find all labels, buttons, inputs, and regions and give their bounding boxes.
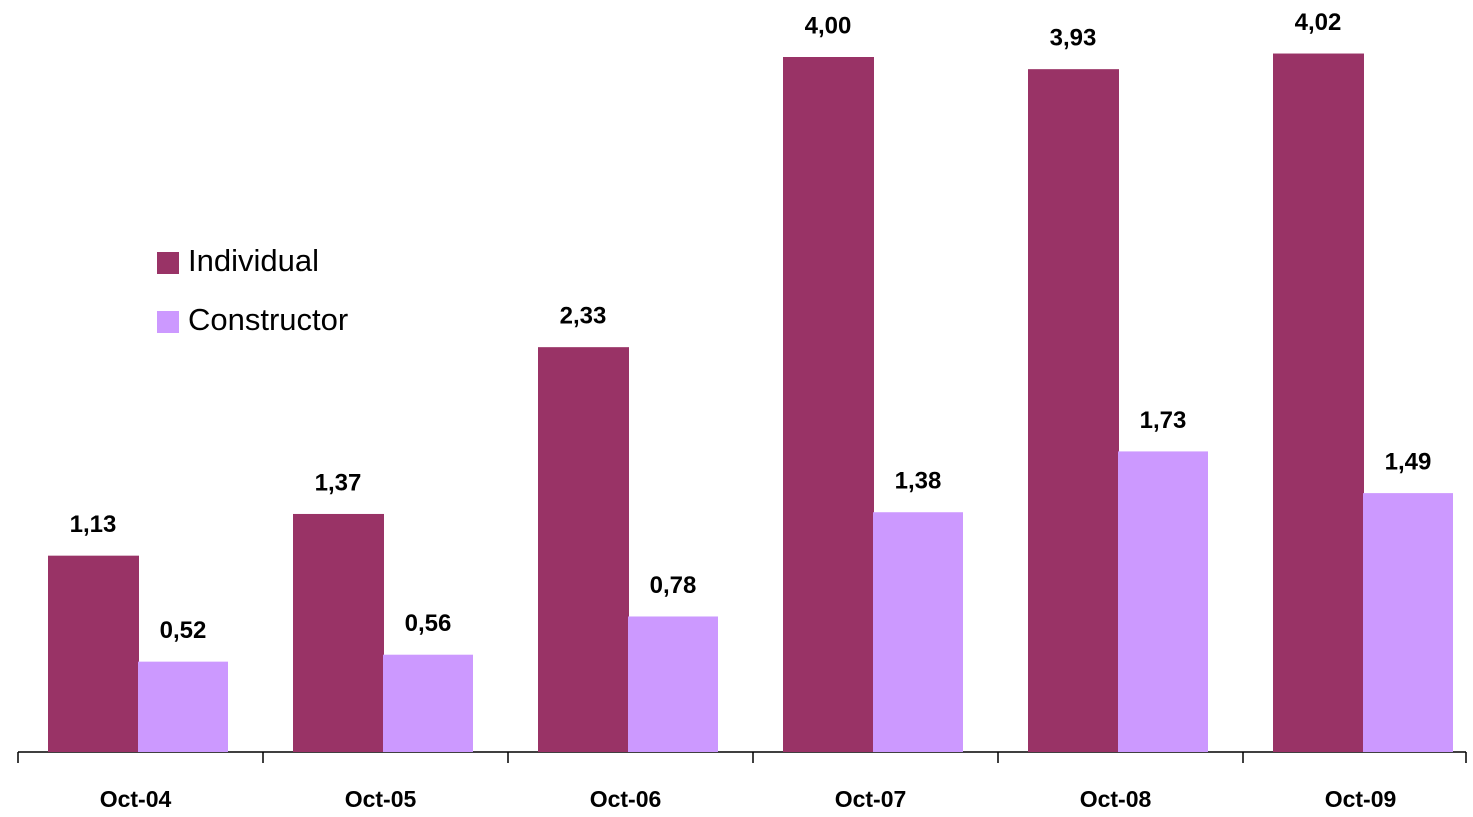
value-label: 0,56	[405, 610, 452, 637]
x-tick-label: Oct-08	[1080, 786, 1152, 812]
value-label: 4,02	[1295, 9, 1342, 36]
bar	[1118, 451, 1208, 752]
legend-swatch	[157, 252, 179, 274]
value-label: 3,93	[1050, 25, 1097, 52]
x-tick-label: Oct-09	[1325, 786, 1397, 812]
bar	[293, 513, 384, 752]
bar	[628, 616, 718, 752]
x-tick-label: Oct-07	[835, 786, 907, 812]
legend-label: Constructor	[188, 302, 348, 337]
value-label: 1,37	[315, 469, 362, 496]
value-label: 1,38	[895, 468, 942, 495]
bar	[1028, 69, 1119, 753]
bar	[1273, 53, 1364, 752]
x-tick-label: Oct-04	[100, 786, 172, 812]
bar	[873, 512, 963, 752]
bar	[383, 654, 473, 752]
bar	[48, 555, 139, 752]
value-label: 0,52	[160, 617, 207, 644]
value-label: 0,78	[650, 572, 697, 599]
value-label: 1,13	[70, 511, 117, 538]
bar	[1363, 493, 1453, 752]
bar	[138, 661, 228, 752]
value-label: 2,33	[560, 303, 607, 330]
bar	[783, 57, 874, 752]
bar	[538, 347, 629, 752]
value-label: 1,73	[1140, 407, 1187, 434]
x-tick-label: Oct-06	[590, 786, 662, 812]
legend-label: Individual	[188, 243, 319, 278]
value-label: 4,00	[805, 12, 852, 39]
x-tick-label: Oct-05	[345, 786, 417, 812]
value-label: 1,49	[1385, 448, 1432, 475]
legend-swatch	[157, 311, 179, 333]
